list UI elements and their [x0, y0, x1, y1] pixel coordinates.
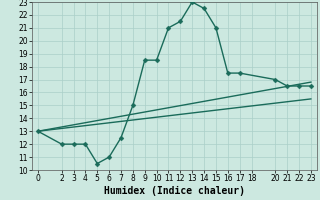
- X-axis label: Humidex (Indice chaleur): Humidex (Indice chaleur): [104, 186, 245, 196]
